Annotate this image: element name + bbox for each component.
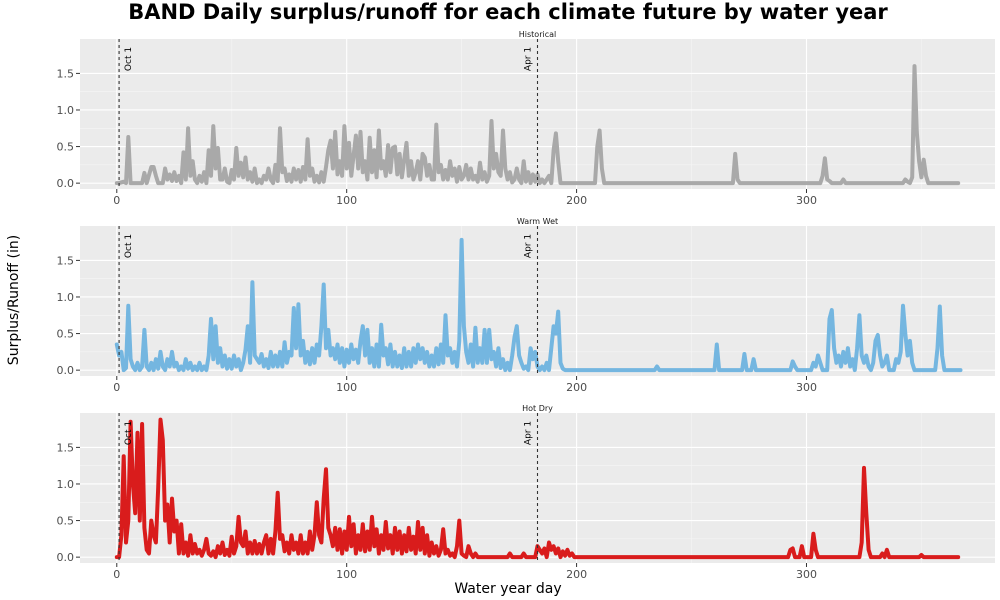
series-line-hot-dry <box>114 417 961 560</box>
series-line-historical <box>114 64 961 186</box>
y-tick-label: 0.5 <box>57 515 75 528</box>
reference-label-oct-1: Oct 1 <box>124 421 134 445</box>
y-tick-label: 1.0 <box>57 478 75 491</box>
x-tick-label: 300 <box>796 381 817 394</box>
y-tick-label: 1.0 <box>57 291 75 304</box>
x-tick-label: 200 <box>566 381 587 394</box>
reference-label-apr-1: Apr 1 <box>524 421 534 445</box>
x-tick-label: 0 <box>113 381 120 394</box>
y-tick-label: 1.5 <box>57 67 75 80</box>
x-tick-label: 0 <box>113 568 120 581</box>
reference-label-oct-1: Oct 1 <box>124 47 134 71</box>
y-tick-label: 1.5 <box>57 254 75 267</box>
reference-label-apr-1: Apr 1 <box>524 234 534 258</box>
y-tick-label: 0.0 <box>57 177 75 190</box>
y-tick-label: 1.5 <box>57 441 75 454</box>
x-tick-label: 0 <box>113 194 120 207</box>
reference-label-apr-1: Apr 1 <box>524 47 534 71</box>
facet-label-historical: Historical <box>519 30 556 39</box>
series-line-warm-wet <box>114 237 963 373</box>
y-tick-label: 0.5 <box>57 141 75 154</box>
x-tick-label: 100 <box>336 194 357 207</box>
x-axis-label: Water year day <box>454 581 562 597</box>
x-tick-label: 200 <box>566 194 587 207</box>
reference-label-oct-1: Oct 1 <box>124 234 134 258</box>
x-tick-label: 100 <box>336 568 357 581</box>
y-tick-label: 1.0 <box>57 104 75 117</box>
y-tick-label: 0.0 <box>57 551 75 564</box>
x-tick-label: 300 <box>796 568 817 581</box>
x-tick-label: 300 <box>796 194 817 207</box>
facet-label-warm-wet: Warm Wet <box>517 217 558 226</box>
chart-title: BAND Daily surplus/runoff for each clima… <box>128 0 888 24</box>
y-tick-label: 0.0 <box>57 364 75 377</box>
x-tick-label: 200 <box>566 568 587 581</box>
facet-label-hot-dry: Hot Dry <box>522 404 553 413</box>
x-tick-label: 100 <box>336 381 357 394</box>
y-tick-label: 0.5 <box>57 328 75 341</box>
